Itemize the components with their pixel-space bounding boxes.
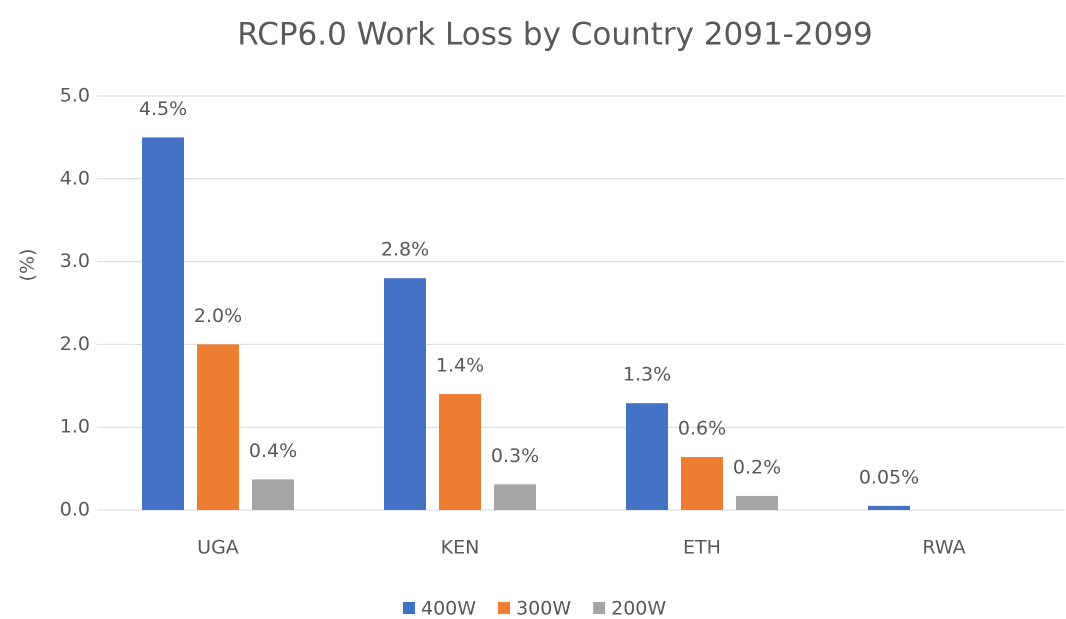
- bar: [197, 344, 239, 510]
- data-label: 2.0%: [194, 305, 242, 327]
- y-tick-label: 0.0: [60, 499, 90, 521]
- legend-swatch: [498, 602, 511, 614]
- data-label: 0.4%: [249, 440, 297, 462]
- x-tick-label: ETH: [683, 537, 721, 559]
- data-label: 4.5%: [139, 98, 187, 120]
- data-label: 1.3%: [623, 364, 671, 386]
- bar: [736, 495, 778, 510]
- bar: [494, 484, 536, 510]
- y-tick-label: 3.0: [60, 250, 90, 272]
- legend-swatch: [403, 602, 415, 614]
- x-tick-label: UGA: [197, 537, 239, 559]
- bar: [439, 394, 481, 510]
- x-tick-label: KEN: [441, 537, 480, 559]
- data-label: 1.4%: [436, 355, 484, 377]
- legend-label: 300W: [516, 598, 571, 619]
- bar: [626, 403, 668, 510]
- data-label: 0.3%: [491, 445, 539, 467]
- bar: [142, 137, 184, 510]
- y-tick-label: 1.0: [60, 416, 90, 438]
- x-tick-label: RWA: [922, 537, 965, 559]
- y-tick-label: 5.0: [60, 85, 90, 107]
- data-label: 0.05%: [859, 466, 919, 488]
- y-tick-label: 2.0: [60, 333, 90, 355]
- y-tick-label: 4.0: [60, 167, 90, 189]
- bar: [384, 278, 426, 510]
- legend-swatch: [593, 602, 606, 614]
- bar: [681, 457, 723, 510]
- chart-title: RCP6.0 Work Loss by Country 2091-2099: [237, 17, 873, 53]
- legend-label: 400W: [421, 598, 476, 619]
- data-label: 0.6%: [678, 418, 726, 440]
- data-label: 0.2%: [733, 456, 781, 478]
- legend-label: 200W: [611, 598, 666, 619]
- data-label: 2.8%: [381, 239, 429, 261]
- bar: [868, 505, 910, 510]
- y-axis-label: (%): [17, 249, 39, 282]
- bar: [252, 479, 294, 510]
